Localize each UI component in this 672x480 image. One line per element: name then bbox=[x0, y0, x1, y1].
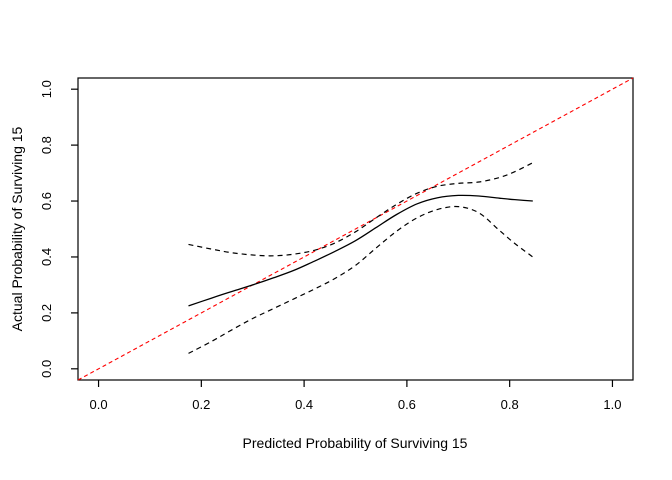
y-axis-title: Actual Probability of Surviving 15 bbox=[9, 126, 25, 331]
ideal-line bbox=[77, 77, 634, 381]
x-axis-title: Predicted Probability of Surviving 15 bbox=[243, 435, 468, 451]
x-axis: 0.0 0.2 0.4 0.6 0.8 1.0 bbox=[90, 380, 621, 412]
y-tick-label: 1.0 bbox=[39, 80, 54, 98]
y-tick-label: 0.0 bbox=[39, 360, 54, 378]
y-tick-label: 0.6 bbox=[39, 192, 54, 210]
plot-box bbox=[77, 77, 634, 381]
x-tick-label: 0.0 bbox=[90, 397, 108, 412]
x-tick-label: 1.0 bbox=[603, 397, 621, 412]
y-tick-label: 0.2 bbox=[39, 304, 54, 322]
x-tick-label: 0.6 bbox=[398, 397, 416, 412]
y-tick-label: 0.8 bbox=[39, 136, 54, 154]
x-tick-label: 0.4 bbox=[295, 397, 313, 412]
lower-confidence-band bbox=[188, 205, 534, 354]
upper-confidence-band bbox=[188, 162, 534, 257]
x-tick-label: 0.8 bbox=[501, 397, 519, 412]
calibration-curve bbox=[188, 194, 533, 307]
y-tick-label: 0.4 bbox=[39, 248, 54, 266]
y-axis: 0.0 0.2 0.4 0.6 0.8 1.0 bbox=[39, 80, 78, 378]
x-tick-label: 0.2 bbox=[192, 397, 210, 412]
